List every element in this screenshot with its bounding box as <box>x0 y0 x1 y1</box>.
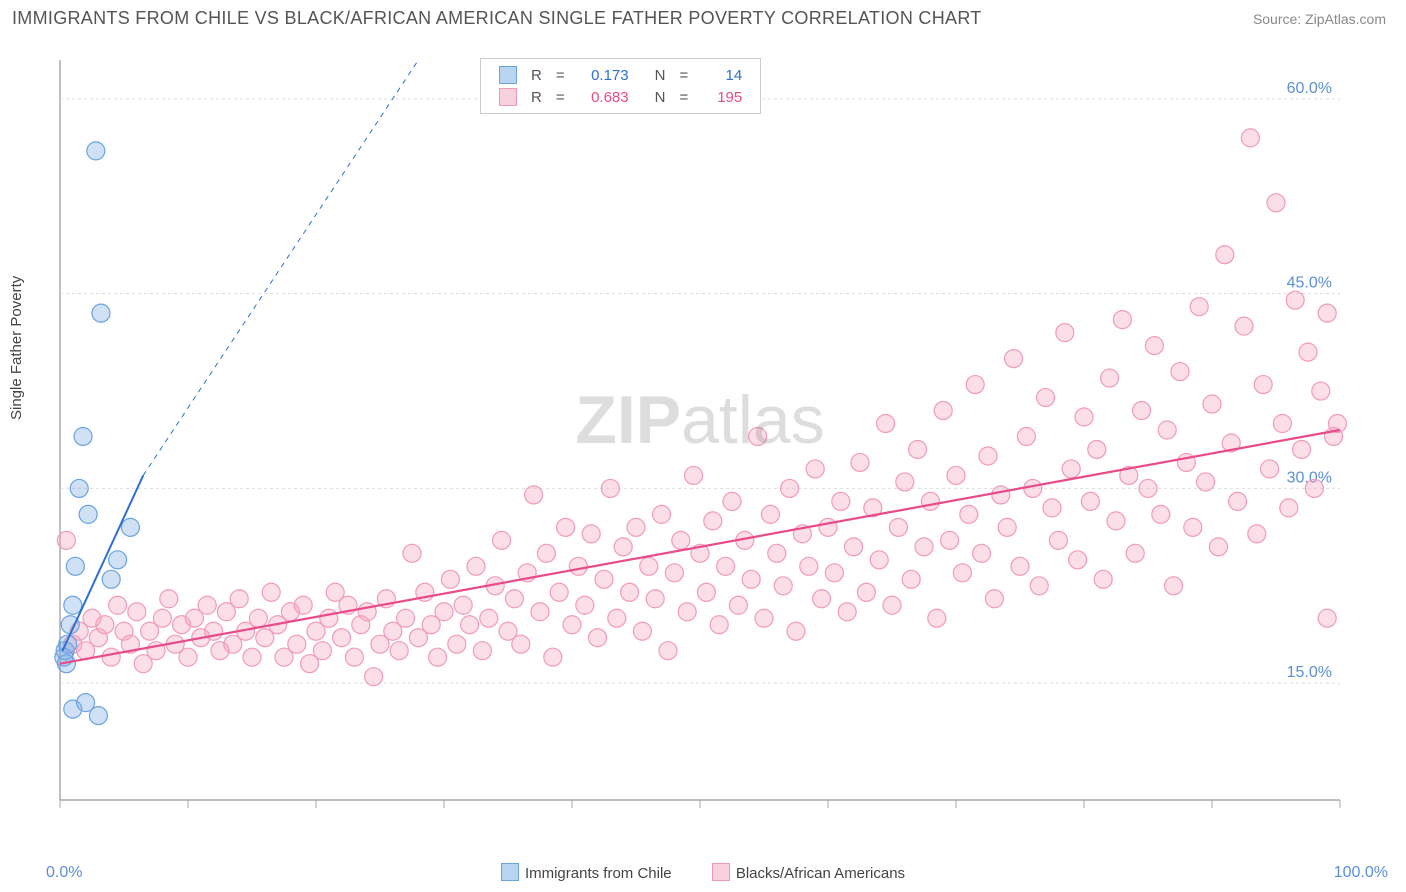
chart-title: IMMIGRANTS FROM CHILE VS BLACK/AFRICAN A… <box>12 8 982 29</box>
header: IMMIGRANTS FROM CHILE VS BLACK/AFRICAN A… <box>0 0 1406 33</box>
source-label: Source: <box>1253 11 1305 27</box>
legend-label-1: Immigrants from Chile <box>525 865 672 882</box>
legend-swatch-2 <box>712 863 730 881</box>
y-axis-label: Single Father Poverty <box>8 276 25 420</box>
scatter-chart-svg: 15.0%30.0%45.0%60.0% <box>50 50 1350 820</box>
legend-label-2: Blacks/African Americans <box>736 865 905 882</box>
x-axis-max-label: 100.0% <box>1334 864 1388 882</box>
legend-swatch-1 <box>501 863 519 881</box>
stats-table: R=0.173N=14R=0.683N=195 <box>491 63 750 109</box>
svg-text:60.0%: 60.0% <box>1287 80 1332 97</box>
svg-text:15.0%: 15.0% <box>1287 664 1332 681</box>
legend-item-1: Immigrants from Chile <box>501 865 676 882</box>
chart-area: 15.0%30.0%45.0%60.0% ZIPatlas R=0.173N=1… <box>50 50 1350 820</box>
x-axis-min-label: 0.0% <box>46 864 82 882</box>
bottom-legend: Immigrants from Chile Blacks/African Ame… <box>0 863 1406 882</box>
svg-text:45.0%: 45.0% <box>1287 275 1332 292</box>
legend-item-2: Blacks/African Americans <box>712 865 905 882</box>
stats-legend: R=0.173N=14R=0.683N=195 <box>480 58 761 114</box>
source-attribution: Source: ZipAtlas.com <box>1253 11 1386 27</box>
source-name: ZipAtlas.com <box>1305 11 1386 27</box>
